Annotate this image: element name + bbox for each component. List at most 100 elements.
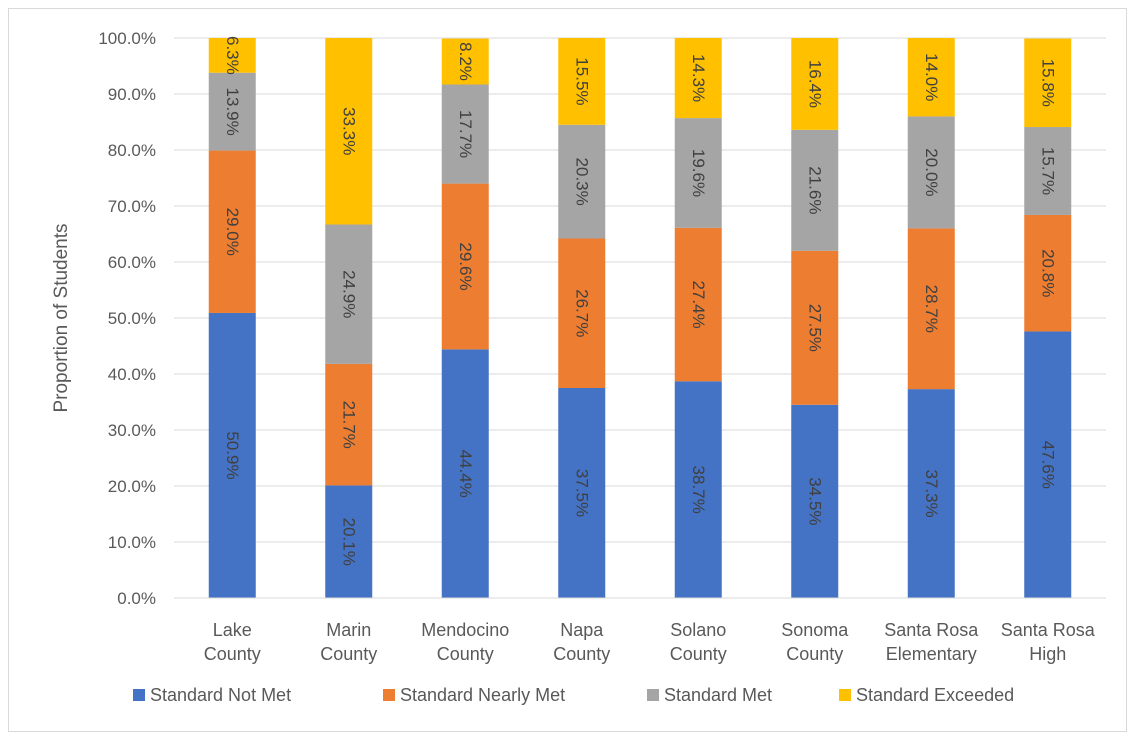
data-label: 15.5% [572,57,591,105]
x-category-label: County [786,644,843,664]
bar-segment [208,72,256,151]
x-category-label: High [1029,644,1066,664]
data-label: 19.6% [689,149,708,197]
x-category-label: County [553,644,610,664]
data-labels: 50.9% 29.0% 13.9% 6.3% 20.1% 21.7% 24.9% 33.3% 4… [223,36,1058,566]
legend-item-label: Standard Not Met [150,685,291,705]
y-tick-label: 100.0% [98,29,156,48]
y-tick-label: 10.0% [108,533,156,552]
data-label: 17.7% [456,110,475,158]
y-tick-label: 30.0% [108,421,156,440]
data-label: 38.7% [689,466,708,514]
bar-segment [907,38,955,117]
data-label: 13.9% [223,88,242,136]
gridlines [174,37,1106,543]
bar-segment [674,381,722,598]
data-label: 50.9% [223,431,242,479]
y-tick-label: 80.0% [108,141,156,160]
legend-item-label: Standard Met [664,685,772,705]
stacked-bar-chart: 50.9% 29.0% 13.9% 6.3% 20.1% 21.7% 24.9% 33.3% 4… [51,29,1106,705]
data-label: 37.3% [922,469,941,517]
bar-segment [325,363,373,486]
data-label: 20.3% [572,158,591,206]
data-label: 27.5% [805,304,824,352]
data-label: 26.7% [572,289,591,337]
data-label: 44.4% [456,450,475,498]
y-axis-title: Proportion of Students [51,223,72,412]
data-label: 27.4% [689,280,708,328]
data-label: 34.5% [805,477,824,525]
bar-segment [558,238,606,388]
bar-segment [208,150,256,313]
bar-segment [441,38,489,85]
bar-segment [441,84,489,184]
data-label: 29.0% [223,208,242,256]
axes: 0.0% 10.0% 20.0% 30.0% 40.0% 50.0% 60.0% 70.0% 8… [98,29,1106,664]
legend-swatch [383,689,395,701]
x-category-label: County [204,644,261,664]
bar-segment [325,485,373,598]
bars [208,38,1072,598]
bar-segment [325,224,373,364]
bar-segment [791,129,839,251]
bar-segment [1024,127,1072,215]
bar-segment [907,389,955,598]
data-label: 21.7% [339,401,358,449]
data-label: 20.1% [339,518,358,566]
bar-segment [674,227,722,382]
bar-segment [208,38,256,73]
x-category-label: Solano [670,620,726,640]
x-category-label: Santa Rosa [1001,620,1096,640]
bar-segment [907,228,955,390]
bar-segment [558,38,606,125]
y-tick-label: 70.0% [108,197,156,216]
data-label: 29.6% [456,242,475,290]
data-label: 20.0% [922,148,941,196]
x-category-label: Marin [326,620,371,640]
bar-segment [558,124,606,239]
x-category-label: Sonoma [781,620,849,640]
x-category-label: County [320,644,377,664]
y-tick-label: 0.0% [117,589,156,608]
y-tick-label: 40.0% [108,365,156,384]
legend-swatch [133,689,145,701]
data-label: 47.6% [1038,441,1057,489]
legend: Standard Not Met Standard Nearly Met Stand… [133,685,1014,705]
bar-segment [441,183,489,350]
bar-segment [441,349,489,598]
data-label: 15.7% [1038,147,1057,195]
bar-segment [907,116,955,229]
bar-segment [791,250,839,405]
bar-segment [1024,331,1072,598]
x-category-label: Mendocino [421,620,509,640]
data-label: 28.7% [922,285,941,333]
data-label: 14.3% [689,54,708,102]
bar-segment [791,38,839,130]
y-tick-label: 60.0% [108,253,156,272]
bar-segment [208,312,256,598]
data-label: 15.8% [1038,59,1057,107]
data-label: 24.9% [339,270,358,318]
data-label: 16.4% [805,60,824,108]
bar-segment [558,388,606,598]
x-category-label: Lake [213,620,252,640]
y-tick-label: 50.0% [108,309,156,328]
legend-item-label: Standard Exceeded [856,685,1014,705]
bar-segment [1024,38,1072,128]
x-category-label: Napa [560,620,604,640]
bar-segment [791,404,839,598]
legend-swatch [839,689,851,701]
data-label: 33.3% [339,107,358,155]
data-label: 37.5% [572,469,591,517]
bar-segment [325,38,373,225]
chart-area: 50.9% 29.0% 13.9% 6.3% 20.1% 21.7% 24.9% 33.3% 4… [8,8,1127,732]
data-label: 20.8% [1038,249,1057,297]
data-label: 21.6% [805,166,824,214]
x-category-label: County [437,644,494,664]
x-category-label: Elementary [886,644,977,664]
bar-segment [674,118,722,228]
bar-segment [1024,214,1072,332]
data-label: 8.2% [456,42,475,81]
x-category-label: County [670,644,727,664]
legend-item-label: Standard Nearly Met [400,685,565,705]
